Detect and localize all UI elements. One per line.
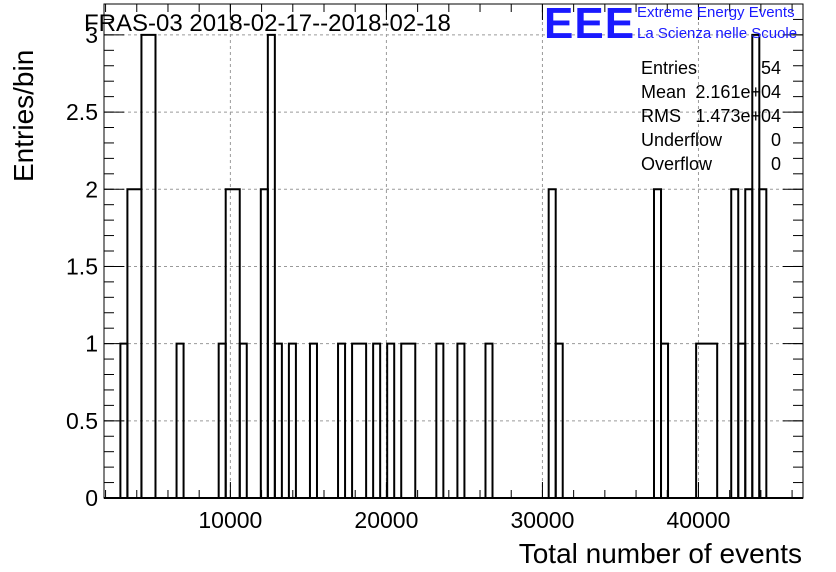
y-tick-label: 2 — [85, 176, 98, 202]
stats-value: 1.473e+04 — [695, 106, 781, 126]
y-tick-label: 0.5 — [66, 408, 98, 434]
histogram-bin — [435, 342, 445, 498]
histogram-bin — [400, 342, 417, 498]
histogram-bin — [484, 342, 494, 498]
histogram-bin — [337, 342, 347, 498]
stats-row-entries: Entries 54 — [641, 58, 781, 82]
stats-row-mean: Mean 2.161e+04 — [641, 82, 781, 106]
x-axis-label: Total number of events — [518, 538, 802, 569]
stats-value: 2.161e+04 — [695, 82, 781, 102]
histogram-bin — [287, 342, 297, 498]
stats-row-underflow: Underflow 0 — [641, 130, 781, 154]
histogram-bin — [386, 342, 396, 498]
stats-key: RMS — [641, 106, 681, 126]
histogram-bin — [140, 33, 157, 498]
histogram-bin — [308, 342, 318, 498]
y-tick-label: 0 — [85, 485, 98, 511]
stats-key: Underflow — [641, 130, 723, 150]
eee-logo: EEE — [544, 0, 636, 48]
stats-key: Entries — [641, 58, 698, 78]
histogram-bin — [554, 342, 564, 498]
stats-box: Entries 54 Mean 2.161e+04 RMS 1.473e+04 … — [641, 58, 781, 178]
histogram-bin — [660, 342, 670, 498]
histogram-bin — [351, 342, 368, 498]
y-axis-label: Entries/bin — [8, 49, 39, 182]
stats-key: Mean — [641, 82, 687, 102]
x-tick-label: 20000 — [354, 507, 418, 533]
histogram-bin — [273, 342, 283, 498]
histogram-bin — [456, 342, 466, 498]
x-tick-label: 40000 — [666, 507, 730, 533]
histogram-bin — [266, 33, 276, 498]
y-tick-label: 1 — [85, 331, 98, 357]
histogram-bin — [238, 342, 248, 498]
y-tick-label: 1.5 — [66, 253, 98, 279]
x-tick-label: 30000 — [510, 507, 574, 533]
x-tick-label: 10000 — [198, 507, 262, 533]
stats-row-overflow: Overflow 0 — [641, 154, 781, 178]
logo-line-1: Extreme Energy Events — [637, 4, 795, 21]
histogram-bin — [758, 188, 768, 498]
histogram-bin — [175, 342, 185, 498]
histogram-bin — [372, 342, 382, 498]
stats-value: 54 — [760, 58, 781, 78]
stats-row-rms: RMS 1.473e+04 — [641, 106, 781, 130]
logo-line-2: La Scienza nelle Scuole — [637, 25, 798, 42]
y-tick-label: 2.5 — [66, 99, 98, 125]
chart-title: FRAS-03 2018-02-17--2018-02-18 — [84, 10, 451, 37]
stats-key: Overflow — [641, 154, 713, 174]
y-tick-label: 3 — [85, 22, 98, 48]
histogram-bin — [695, 342, 719, 498]
stats-value: 0 — [770, 130, 781, 150]
stats-value: 0 — [770, 154, 781, 174]
